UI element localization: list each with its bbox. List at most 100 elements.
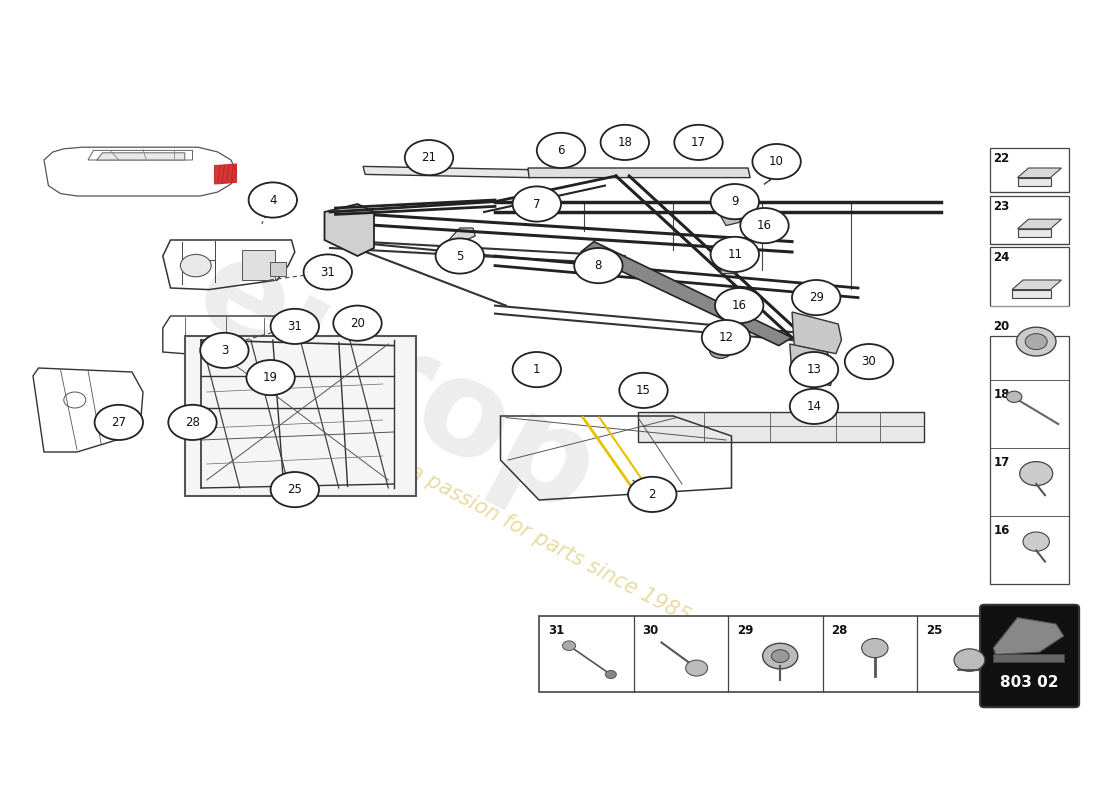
Text: 31: 31 (320, 266, 336, 278)
Polygon shape (363, 166, 530, 178)
Circle shape (711, 237, 759, 272)
Text: 25: 25 (926, 624, 943, 637)
FancyBboxPatch shape (980, 605, 1079, 707)
Text: 7: 7 (534, 198, 540, 210)
Circle shape (954, 649, 985, 671)
Text: 19: 19 (263, 371, 278, 384)
Polygon shape (792, 312, 842, 354)
Circle shape (752, 144, 801, 179)
Text: 20: 20 (350, 317, 365, 330)
Circle shape (771, 650, 789, 662)
Circle shape (1020, 462, 1053, 486)
Text: 10: 10 (769, 155, 784, 168)
Circle shape (710, 342, 732, 358)
Text: 17: 17 (993, 456, 1010, 469)
Text: 29: 29 (808, 291, 824, 304)
Text: 29: 29 (737, 624, 754, 637)
Circle shape (95, 405, 143, 440)
Circle shape (436, 238, 484, 274)
Bar (990, 196, 1069, 244)
Text: 5: 5 (456, 250, 463, 262)
Circle shape (845, 344, 893, 379)
Circle shape (861, 638, 888, 658)
Text: 2: 2 (649, 488, 656, 501)
Polygon shape (581, 242, 792, 346)
Text: 15: 15 (636, 384, 651, 397)
Polygon shape (446, 228, 475, 244)
Polygon shape (535, 194, 552, 204)
Text: 13: 13 (806, 363, 822, 376)
Text: 16: 16 (993, 524, 1010, 537)
Circle shape (249, 182, 297, 218)
Text: 12: 12 (718, 331, 734, 344)
Circle shape (715, 288, 763, 323)
Text: 14: 14 (806, 400, 822, 413)
Text: 21: 21 (421, 151, 437, 164)
Circle shape (1025, 334, 1047, 350)
Circle shape (246, 360, 295, 395)
Circle shape (711, 184, 759, 219)
Text: 9: 9 (732, 195, 738, 208)
Circle shape (605, 670, 616, 678)
Text: 16: 16 (757, 219, 772, 232)
Circle shape (200, 333, 249, 368)
Text: 24: 24 (993, 251, 1010, 264)
Bar (270, 262, 286, 276)
Bar (990, 247, 1069, 306)
Circle shape (168, 405, 217, 440)
Text: 6: 6 (558, 144, 564, 157)
Circle shape (628, 477, 676, 512)
Text: 8: 8 (595, 259, 602, 272)
Circle shape (792, 280, 840, 315)
Text: 27: 27 (111, 416, 126, 429)
Text: 22: 22 (993, 152, 1010, 165)
Bar (539, 616, 1012, 692)
Text: 30: 30 (861, 355, 877, 368)
Polygon shape (1018, 178, 1050, 186)
Text: a passion for parts since 1985: a passion for parts since 1985 (406, 462, 694, 626)
Text: 18: 18 (617, 136, 632, 149)
Bar (264, 336, 277, 348)
Polygon shape (1012, 290, 1050, 298)
Circle shape (1016, 327, 1056, 356)
Bar (990, 148, 1069, 192)
Bar (242, 250, 275, 280)
Text: 16: 16 (732, 299, 747, 312)
Circle shape (304, 254, 352, 290)
Circle shape (271, 309, 319, 344)
Circle shape (405, 140, 453, 175)
Text: 11: 11 (727, 248, 742, 261)
Text: 803 02: 803 02 (1000, 675, 1059, 690)
Circle shape (333, 306, 382, 341)
Circle shape (702, 320, 750, 355)
Text: 30: 30 (642, 624, 659, 637)
Text: 23: 23 (993, 200, 1010, 213)
Polygon shape (528, 168, 750, 178)
Circle shape (790, 352, 838, 387)
Bar (990, 336, 1069, 584)
Circle shape (180, 254, 211, 277)
Polygon shape (97, 153, 185, 160)
Polygon shape (1018, 229, 1050, 237)
Text: 28: 28 (185, 416, 200, 429)
Text: 31: 31 (287, 320, 303, 333)
Text: 20: 20 (993, 320, 1010, 333)
Polygon shape (1018, 168, 1062, 178)
Circle shape (740, 208, 789, 243)
Polygon shape (993, 618, 1064, 654)
Text: 28: 28 (832, 624, 848, 637)
Text: 1: 1 (534, 363, 540, 376)
Circle shape (762, 643, 798, 669)
Text: 3: 3 (221, 344, 228, 357)
Text: europ: europ (175, 226, 617, 542)
Circle shape (562, 641, 575, 650)
Circle shape (685, 660, 707, 676)
Circle shape (619, 373, 668, 408)
Circle shape (271, 472, 319, 507)
Polygon shape (214, 164, 236, 184)
Circle shape (513, 186, 561, 222)
Polygon shape (720, 204, 742, 226)
Bar (185, 336, 416, 496)
Text: 17: 17 (691, 136, 706, 149)
Polygon shape (324, 204, 374, 256)
